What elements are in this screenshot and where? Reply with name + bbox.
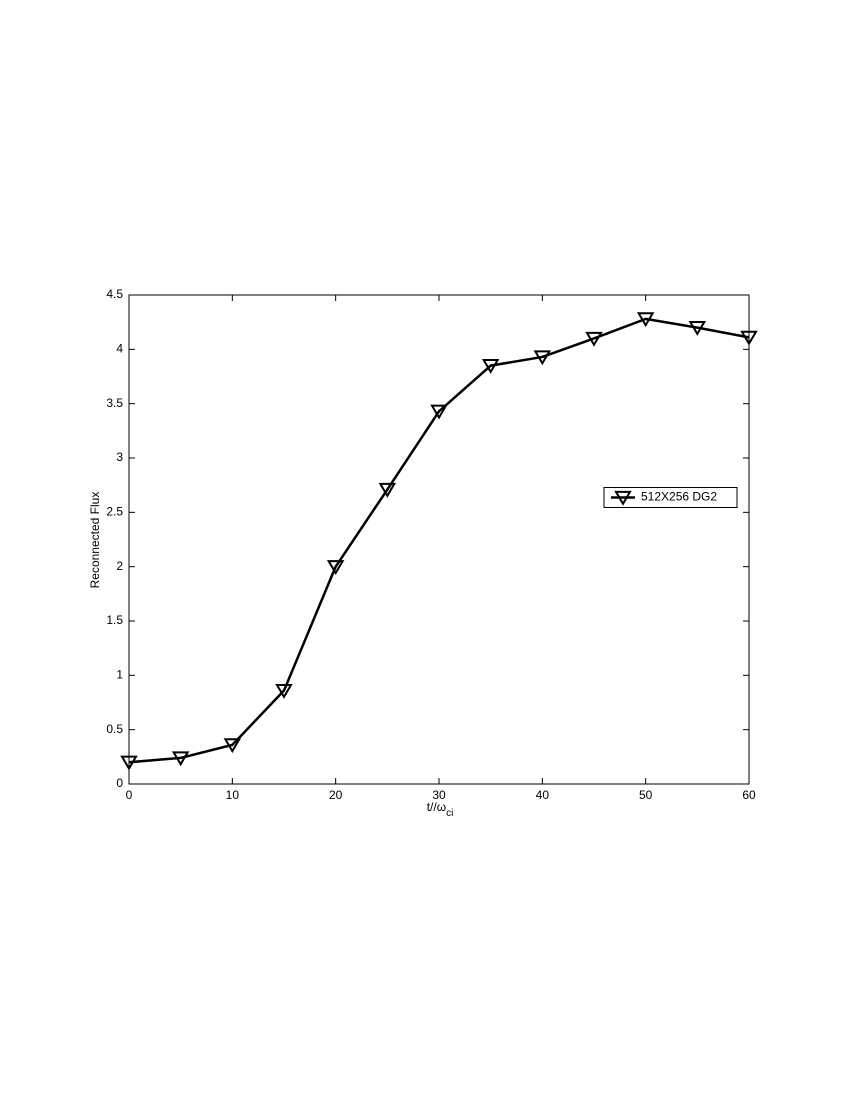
x-tick-label: 10	[226, 788, 240, 802]
marker	[326, 560, 345, 575]
marker	[171, 751, 190, 767]
y-tick-label: 2.5	[106, 505, 123, 519]
x-tick-label: 50	[639, 788, 653, 802]
marker	[378, 482, 397, 498]
marker	[275, 683, 293, 699]
y-tick-label: 1.5	[106, 613, 123, 627]
y-tick-label: 4.5	[106, 287, 123, 301]
x-axis-label-subscript: ci	[446, 808, 453, 819]
x-tick-label: 40	[536, 788, 550, 802]
y-tick-label: 3.5	[106, 396, 123, 410]
legend-marker	[614, 490, 632, 506]
plot-frame	[128, 294, 750, 785]
x-tick-label: 30	[432, 788, 446, 802]
series-line	[128, 317, 750, 764]
x-tick-label: 20	[329, 788, 343, 802]
marker	[223, 738, 242, 754]
x-axis-label: t//ωci	[427, 800, 454, 818]
y-tick-label: 4	[116, 342, 123, 356]
marker	[533, 350, 552, 366]
marker	[430, 404, 448, 420]
marker	[120, 755, 138, 771]
y-tick-label: 0	[116, 776, 123, 790]
y-tick-label: 3	[116, 450, 123, 464]
y-tick-label: 1	[116, 668, 123, 682]
marker	[740, 330, 758, 346]
marker	[636, 312, 655, 328]
marker	[688, 321, 707, 336]
x-tick-label: 0	[126, 788, 133, 802]
x-axis-label-main: t//ω	[427, 800, 446, 814]
y-tick-label: 0.5	[106, 722, 123, 736]
marker	[585, 331, 603, 347]
y-axis-label: Reconnected Flux	[88, 492, 102, 589]
y-tick-label: 2	[116, 559, 123, 573]
x-tick-label: 60	[742, 788, 756, 802]
legend-box	[603, 487, 738, 508]
marker	[481, 359, 500, 374]
legend-label: 512X256 DG2	[641, 490, 717, 504]
